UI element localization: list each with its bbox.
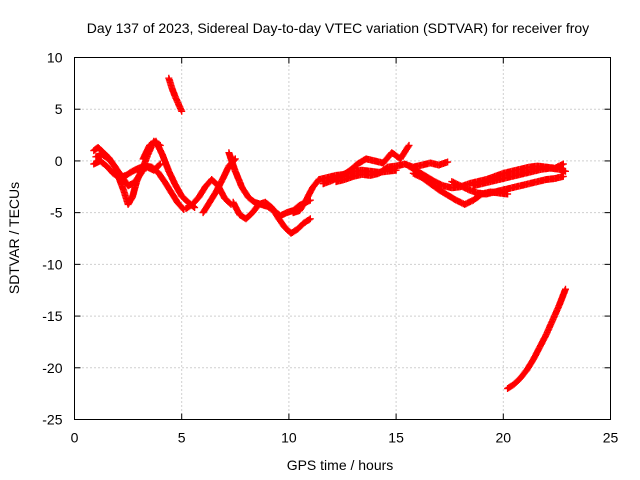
data-point-markers: [98, 151, 111, 162]
data-point-markers: [165, 167, 179, 187]
data-point-markers: [510, 375, 523, 388]
data-point-markers: [435, 186, 450, 198]
data-point-markers: [199, 200, 213, 217]
x-axis-label: GPS time / hours: [287, 457, 394, 473]
x-tick-label: 20: [496, 430, 512, 446]
data-point-markers: [300, 215, 314, 227]
y-tick-label: -15: [42, 308, 62, 324]
y-tick-label: 5: [55, 101, 63, 117]
series-arc-6: [182, 176, 235, 212]
chart-title: Day 137 of 2023, Sidereal Day-to-day VTE…: [87, 20, 589, 36]
series-arc-4: [139, 137, 199, 211]
data-point-markers: [287, 226, 300, 237]
data-point-markers: [94, 144, 105, 155]
data-point-markers: [261, 198, 275, 211]
data-point-markers: [195, 184, 208, 201]
data-point-markers: [175, 100, 186, 115]
data-point-markers: [111, 163, 125, 179]
data-point-markers: [345, 161, 360, 175]
data-point-markers: [105, 155, 118, 170]
data-point-markers: [167, 188, 181, 205]
y-tick-label: -5: [50, 205, 63, 221]
data-layer: [90, 74, 569, 392]
data-point-markers: [249, 202, 262, 217]
data-point-markers: [225, 149, 239, 174]
data-point-markers: [551, 172, 567, 182]
data-point-markers: [152, 137, 166, 157]
series-arc-15: [448, 172, 567, 198]
series-arc-11: [319, 141, 413, 188]
x-tick-label: 25: [603, 430, 619, 446]
data-point-markers: [549, 303, 562, 324]
data-point-markers: [504, 381, 517, 392]
series-arc-5: [165, 74, 186, 115]
data-point-markers: [122, 168, 135, 179]
data-point-markers: [161, 178, 174, 195]
data-point-markers: [422, 172, 437, 185]
grid-lines: [74, 57, 611, 420]
y-tick-label: -25: [42, 412, 62, 428]
data-point-markers: [405, 162, 420, 174]
data-point-markers: [96, 157, 110, 169]
data-point-markers: [426, 180, 442, 193]
data-point-markers: [231, 167, 245, 189]
x-tick-label: 10: [281, 430, 297, 446]
y-tick-label: 0: [55, 153, 63, 169]
y-tick-label: -10: [42, 256, 62, 272]
data-point-markers: [238, 183, 251, 200]
series-arc-16: [469, 164, 569, 190]
y-tick-label: -20: [42, 360, 62, 376]
data-point-markers: [268, 204, 281, 220]
y-axis-label: SDTVAR / TECUs: [6, 182, 22, 294]
data-point-markers: [178, 192, 191, 205]
data-point-markers: [435, 158, 452, 169]
data-point-markers: [523, 357, 536, 374]
x-tick-label: 15: [388, 430, 404, 446]
data-point-markers: [242, 210, 255, 223]
data-point-markers: [384, 166, 400, 175]
data-point-markers: [555, 165, 569, 175]
data-point-markers: [555, 285, 569, 310]
data-point-markers: [294, 220, 307, 233]
data-point-markers: [375, 164, 390, 177]
data-point-markers: [131, 171, 144, 187]
data-point-markers: [148, 163, 161, 175]
y-tick-label: 10: [47, 50, 63, 66]
x-tick-label: 0: [71, 430, 79, 446]
data-point-markers: [103, 162, 116, 176]
data-point-markers: [218, 163, 232, 183]
data-point-markers: [418, 174, 433, 187]
data-point-markers: [139, 143, 153, 163]
data-point-markers: [296, 198, 309, 215]
data-point-markers: [274, 214, 288, 230]
data-point-markers: [206, 189, 219, 206]
data-point-markers: [396, 141, 413, 163]
data-point-markers: [517, 367, 530, 382]
data-point-markers: [309, 177, 322, 192]
series-arc-9: [229, 198, 314, 237]
data-point-markers: [182, 201, 195, 212]
series-arc-12: [332, 158, 452, 186]
series-arc-17: [504, 285, 569, 392]
data-point-markers: [154, 168, 168, 184]
axis-ticks: 0 5 10 15 20 25 -25 -20 -15 -10 -5 0 5 10: [42, 50, 618, 446]
data-point-markers: [229, 198, 243, 217]
data-point-markers: [188, 194, 202, 208]
data-point-markers: [244, 193, 257, 205]
x-tick-label: 5: [178, 430, 186, 446]
data-point-markers: [158, 151, 172, 174]
series-arc-2: [90, 157, 188, 213]
data-point-markers: [542, 318, 556, 339]
plot-frame: [74, 57, 611, 420]
